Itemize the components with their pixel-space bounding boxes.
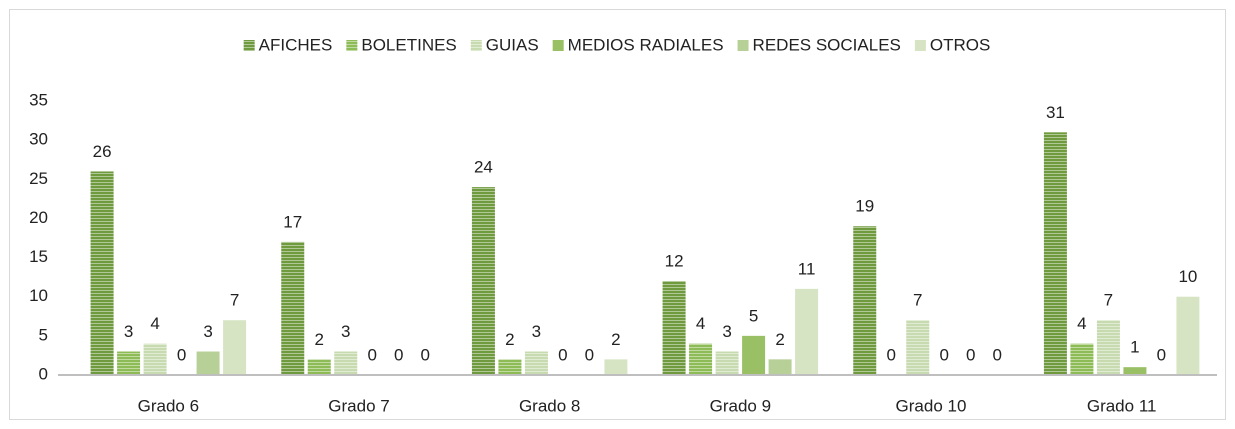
bar	[795, 288, 819, 375]
data-label: 24	[474, 158, 493, 177]
data-label: 17	[283, 212, 302, 231]
data-label: 3	[532, 322, 541, 341]
x-tick-label: Grado 11	[1087, 396, 1157, 415]
chart-border	[9, 9, 1226, 420]
bar	[471, 187, 495, 375]
bar	[143, 343, 167, 375]
bar	[307, 359, 331, 375]
bar	[662, 281, 686, 375]
data-label: 0	[558, 345, 567, 364]
bar	[223, 320, 247, 375]
legend-swatch	[243, 40, 255, 51]
legend-label: AFICHES	[259, 35, 333, 54]
data-label: 2	[315, 330, 324, 349]
legend-swatch	[470, 40, 482, 51]
data-label: 4	[1077, 314, 1086, 333]
x-tick-label: Grado 10	[896, 396, 967, 415]
y-tick-label: 0	[39, 364, 48, 383]
bar	[1070, 343, 1094, 375]
y-tick-label: 30	[29, 130, 48, 149]
legend-label: BOLETINES	[361, 35, 456, 54]
bar	[768, 359, 792, 375]
data-label: 4	[696, 314, 705, 333]
data-label: 11	[798, 259, 816, 278]
y-tick-label: 15	[29, 247, 48, 266]
data-label: 0	[394, 345, 403, 364]
data-label: 0	[887, 345, 896, 364]
data-label: 19	[855, 197, 874, 216]
y-tick-label: 10	[29, 286, 48, 305]
data-label: 3	[203, 322, 212, 341]
data-label: 0	[966, 345, 975, 364]
y-tick-label: 20	[29, 208, 48, 227]
data-label: 0	[368, 345, 377, 364]
data-label: 3	[124, 322, 133, 341]
legend-swatch	[552, 40, 564, 51]
data-label: 1	[1130, 338, 1139, 357]
data-label: 12	[665, 252, 684, 271]
legend-swatch	[346, 40, 358, 51]
legend-swatch	[914, 40, 926, 51]
data-label: 0	[421, 345, 430, 364]
bar	[1043, 132, 1067, 375]
legend: AFICHES BOLETINES GUIAS MEDIOS RADIALES REDE…	[243, 35, 990, 54]
data-label: 7	[1104, 291, 1113, 310]
data-label: 3	[341, 322, 350, 341]
y-tick-label: 25	[29, 169, 48, 188]
bar	[1176, 296, 1200, 375]
bar	[1123, 367, 1147, 375]
y-tick-label: 35	[29, 90, 48, 109]
data-label: 0	[993, 345, 1002, 364]
data-label: 2	[611, 330, 620, 349]
legend-label: OTROS	[930, 35, 990, 54]
legend-label: MEDIOS RADIALES	[568, 35, 724, 54]
bar	[90, 171, 114, 375]
data-label: 7	[913, 291, 922, 310]
x-tick-label: Grado 9	[710, 396, 771, 415]
bar	[1096, 320, 1120, 375]
bar	[604, 359, 628, 375]
data-label: 10	[1178, 267, 1197, 286]
bar	[906, 320, 930, 375]
data-label: 2	[505, 330, 514, 349]
legend-label: REDES SOCIALES	[753, 35, 901, 54]
legend-label: GUIAS	[486, 35, 539, 54]
data-label: 4	[150, 314, 159, 333]
data-label: 5	[749, 306, 758, 325]
y-tick-label: 5	[39, 325, 48, 344]
bar	[715, 351, 739, 375]
bar	[498, 359, 522, 375]
x-tick-label: Grado 8	[519, 396, 580, 415]
legend-swatch	[737, 40, 749, 51]
x-tick-label: Grado 7	[328, 396, 389, 415]
data-label: 7	[230, 291, 239, 310]
data-label: 0	[177, 345, 186, 364]
bar	[281, 241, 305, 375]
data-label: 3	[722, 322, 731, 341]
data-label: 0	[940, 345, 949, 364]
data-label: 2	[775, 330, 784, 349]
x-tick-label: Grado 6	[138, 396, 199, 415]
data-label: 26	[93, 142, 112, 161]
bar	[524, 351, 548, 375]
bar	[117, 351, 141, 375]
bar	[689, 343, 713, 375]
bar	[853, 226, 877, 375]
data-label: 0	[585, 345, 594, 364]
data-label: 0	[1157, 345, 1166, 364]
data-label: 31	[1046, 103, 1065, 122]
bar	[742, 335, 766, 375]
bar	[334, 351, 358, 375]
bar	[196, 351, 220, 375]
